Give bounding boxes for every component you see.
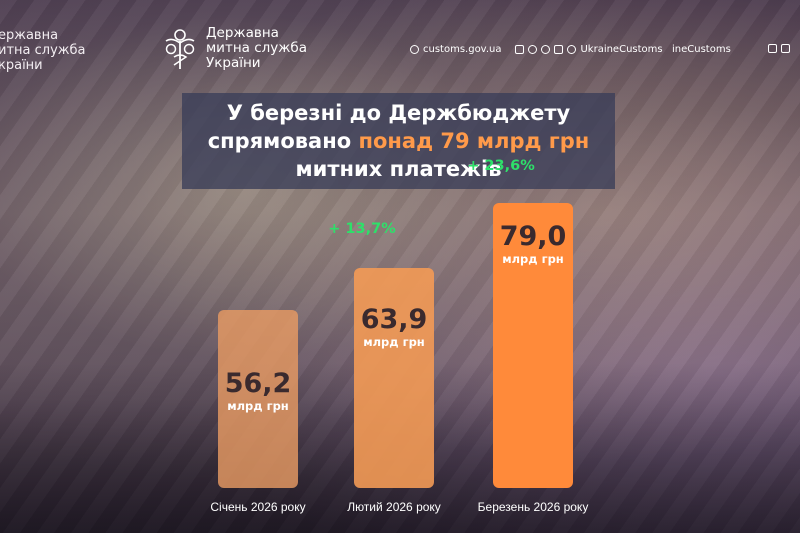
headline-line-2-prefix: спрямовано (207, 129, 359, 153)
bar-3 (493, 203, 573, 488)
bar-unit-label: млрд грн (227, 399, 289, 413)
headline-line-1: У березні до Держбюджету (226, 101, 571, 125)
instagram-icon[interactable] (528, 45, 538, 54)
bar-value-label: 63,9 (361, 304, 428, 335)
instagram-icon[interactable] (768, 44, 777, 53)
website-link[interactable]: customs.gov.ua (423, 44, 502, 55)
headline-line-3: митних платежів (295, 157, 502, 181)
headline-accent: понад 79 млрд грн (358, 129, 590, 153)
brand-left-line-2: итна служба (0, 43, 86, 58)
brand-line-3: України (206, 55, 261, 71)
brand-text-partial: ержавна итна служба країни (0, 28, 85, 73)
category-label: Січень 2026 року (210, 500, 305, 514)
bar-value-label: 79,0 (500, 221, 567, 252)
bar-value-label: 56,2 (225, 368, 292, 399)
brand-left-line-3: країни (0, 58, 43, 73)
social-icons-partial (768, 44, 790, 53)
brand-logo: Державна митна служба України (162, 26, 307, 71)
headline-line-2: спрямовано понад 79 млрд грн (182, 127, 615, 155)
bar-2 (354, 268, 434, 488)
category-label: Березень 2026 року (478, 500, 589, 514)
brand-line-1: Державна (206, 25, 279, 41)
threads-icon[interactable] (541, 45, 551, 54)
facebook-icon[interactable] (515, 45, 525, 54)
bar-1 (218, 310, 298, 488)
bar-unit-label: млрд грн (363, 335, 425, 349)
handle-text-partial: ineCustoms (672, 44, 731, 55)
x-icon[interactable] (554, 45, 564, 54)
handle-text[interactable]: UkraineCustoms (580, 44, 663, 55)
brand-line-2: митна служба (206, 40, 308, 56)
growth-label: + 23,6% (467, 158, 535, 174)
headline-box: У березні до Держбюджету спрямовано пона… (182, 93, 615, 189)
globe-icon (410, 45, 419, 54)
social-bar: customs.gov.ua UkraineCustoms (410, 44, 663, 55)
customs-emblem-icon (165, 28, 195, 69)
telegram-icon[interactable] (567, 45, 577, 54)
growth-label: + 13,7% (328, 221, 396, 237)
bar-unit-label: млрд грн (502, 252, 564, 266)
threads-icon[interactable] (781, 44, 790, 53)
brand-left-line-1: ержавна (0, 28, 59, 43)
category-label: Лютий 2026 року (347, 500, 441, 514)
